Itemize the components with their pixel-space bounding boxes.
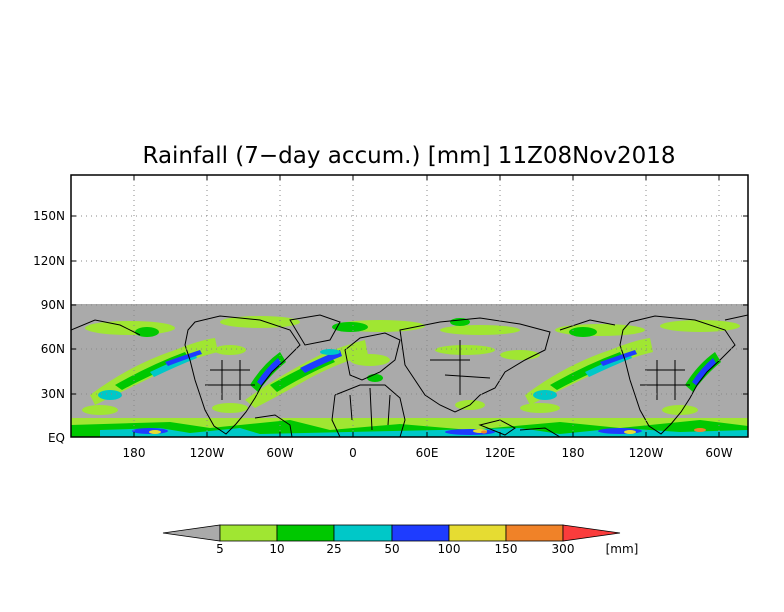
colorbar-unit: [mm] — [606, 542, 639, 556]
colorbar-label: 5 — [216, 542, 224, 556]
lat-label: 90N — [41, 298, 65, 312]
colorbar-bin — [448, 524, 507, 542]
plot-frame — [70, 174, 749, 438]
lon-label: 180 — [123, 446, 146, 460]
lon-label: 60W — [705, 446, 732, 460]
colorbar-bin — [505, 524, 564, 542]
lon-label: 60W — [266, 446, 293, 460]
coastlines — [71, 314, 748, 437]
map-panel: 150N 120N 90N 60N 30N EQ 180 120W 60W 0 … — [33, 174, 749, 460]
colorbar-low-triangle — [162, 524, 221, 542]
lon-label: 60E — [416, 446, 439, 460]
colorbar-bin — [219, 524, 278, 542]
lat-label: EQ — [48, 431, 65, 445]
colorbar-label: 10 — [269, 542, 284, 556]
lat-label: 150N — [33, 209, 65, 223]
colorbar: 5 10 25 50 100 150 300 [mm] — [162, 524, 639, 556]
lat-label: 30N — [41, 387, 65, 401]
lon-label: 180 — [562, 446, 585, 460]
colorbar-bin — [391, 524, 450, 542]
colorbar-label: 300 — [552, 542, 575, 556]
map-title: Rainfall (7−day accum.) [mm] 11Z08Nov201… — [142, 143, 675, 169]
colorbar-bin — [276, 524, 335, 542]
lon-label: 120W — [629, 446, 664, 460]
lat-label: 120N — [33, 254, 65, 268]
colorbar-label: 100 — [438, 542, 461, 556]
colorbar-label: 50 — [384, 542, 399, 556]
rainfall-field — [71, 304, 748, 437]
gridlines — [71, 175, 748, 437]
colorbar-bin — [333, 524, 393, 542]
lon-label: 0 — [349, 446, 357, 460]
tick-marks — [71, 175, 748, 437]
colorbar-label: 150 — [495, 542, 518, 556]
latitude-labels: 150N 120N 90N 60N 30N EQ — [33, 209, 65, 445]
lon-label: 120E — [485, 446, 516, 460]
longitude-labels: 180 120W 60W 0 60E 120E 180 120W 60W — [123, 446, 733, 460]
lon-label: 120W — [190, 446, 225, 460]
colorbar-high-triangle — [562, 524, 621, 542]
colorbar-label: 25 — [326, 542, 341, 556]
lat-label: 60N — [41, 342, 65, 356]
